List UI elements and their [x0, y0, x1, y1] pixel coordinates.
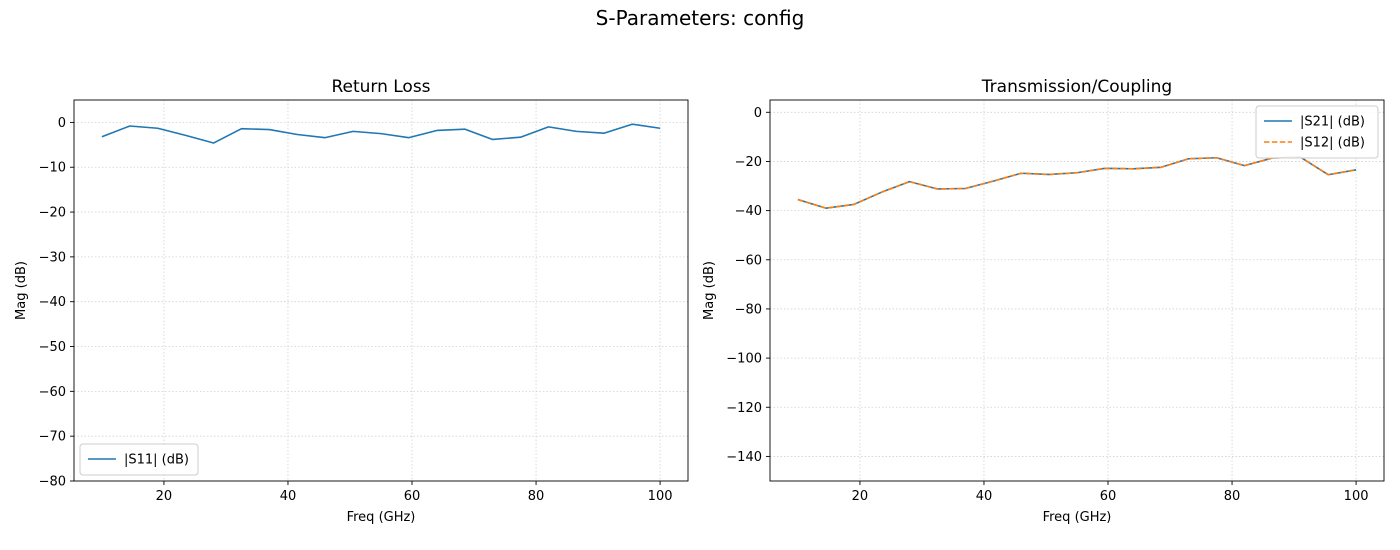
y-tick-label: −10 — [39, 161, 66, 176]
transmission-coupling-panel: 20 40 60 80 100 −140 −120 −100 −80 −60 −40 −20 0 Tran… — [702, 77, 1385, 525]
x-tick-label: 60 — [1100, 489, 1117, 504]
return-loss-panel: 20 40 60 80 100 −80 −70 −60 −50 −40 −30 −20 −10 0 Retu… — [14, 77, 689, 525]
x-axis-label: Freq (GHz) — [347, 510, 416, 525]
x-tick-label: 60 — [404, 489, 421, 504]
y-tick-label: −30 — [39, 250, 66, 265]
x-tick-label: 40 — [280, 489, 297, 504]
y-tick-label: 0 — [58, 116, 66, 131]
y-tick-label: −20 — [39, 206, 66, 221]
y-tick-label: −100 — [726, 352, 762, 367]
y-tick-label: −40 — [735, 204, 762, 219]
y-tick-label: −80 — [735, 302, 762, 317]
y-tick-label: −60 — [39, 385, 66, 400]
y-tick-label: 0 — [754, 106, 762, 121]
series-line — [101, 123, 661, 144]
y-tick-label: −120 — [726, 401, 762, 416]
axes-frame — [769, 99, 1385, 482]
x-tick-label: 20 — [852, 489, 869, 504]
y-tick-label: −70 — [39, 430, 66, 445]
legend-label: |S12| (dB) — [1300, 136, 1365, 151]
axes-title: Transmission/Coupling — [981, 77, 1172, 97]
legend-box — [79, 443, 199, 476]
y-tick-label: −40 — [39, 295, 66, 310]
y-tick-label: −60 — [735, 253, 762, 268]
legend: |S21| (dB) |S12| (dB) — [1255, 105, 1379, 159]
x-tick-label: 80 — [528, 489, 545, 504]
y-axis-label: Mag (dB) — [702, 261, 717, 320]
x-tick-label: 80 — [1224, 489, 1241, 504]
series-line — [797, 156, 1357, 209]
axes-frame — [73, 99, 689, 482]
y-tick-label: −20 — [735, 155, 762, 170]
x-tick-label: 100 — [1344, 489, 1369, 504]
x-tick-label: 100 — [648, 489, 673, 504]
legend-label: |S21| (dB) — [1300, 115, 1365, 130]
y-tick-label: −140 — [726, 450, 762, 465]
x-tick-label: 40 — [976, 489, 993, 504]
series-line — [797, 156, 1357, 209]
legend-label: |S11| (dB) — [124, 453, 189, 468]
y-axis-label: Mag (dB) — [14, 261, 29, 320]
x-tick-label: 20 — [156, 489, 173, 504]
x-axis-label: Freq (GHz) — [1043, 510, 1112, 525]
axes-title: Return Loss — [331, 77, 430, 97]
y-tick-label: −50 — [39, 340, 66, 355]
y-tick-label: −80 — [39, 475, 66, 490]
figure-title: S-Parameters: config — [595, 6, 805, 30]
legend: |S11| (dB) — [79, 443, 199, 476]
legend-box — [1255, 105, 1379, 159]
